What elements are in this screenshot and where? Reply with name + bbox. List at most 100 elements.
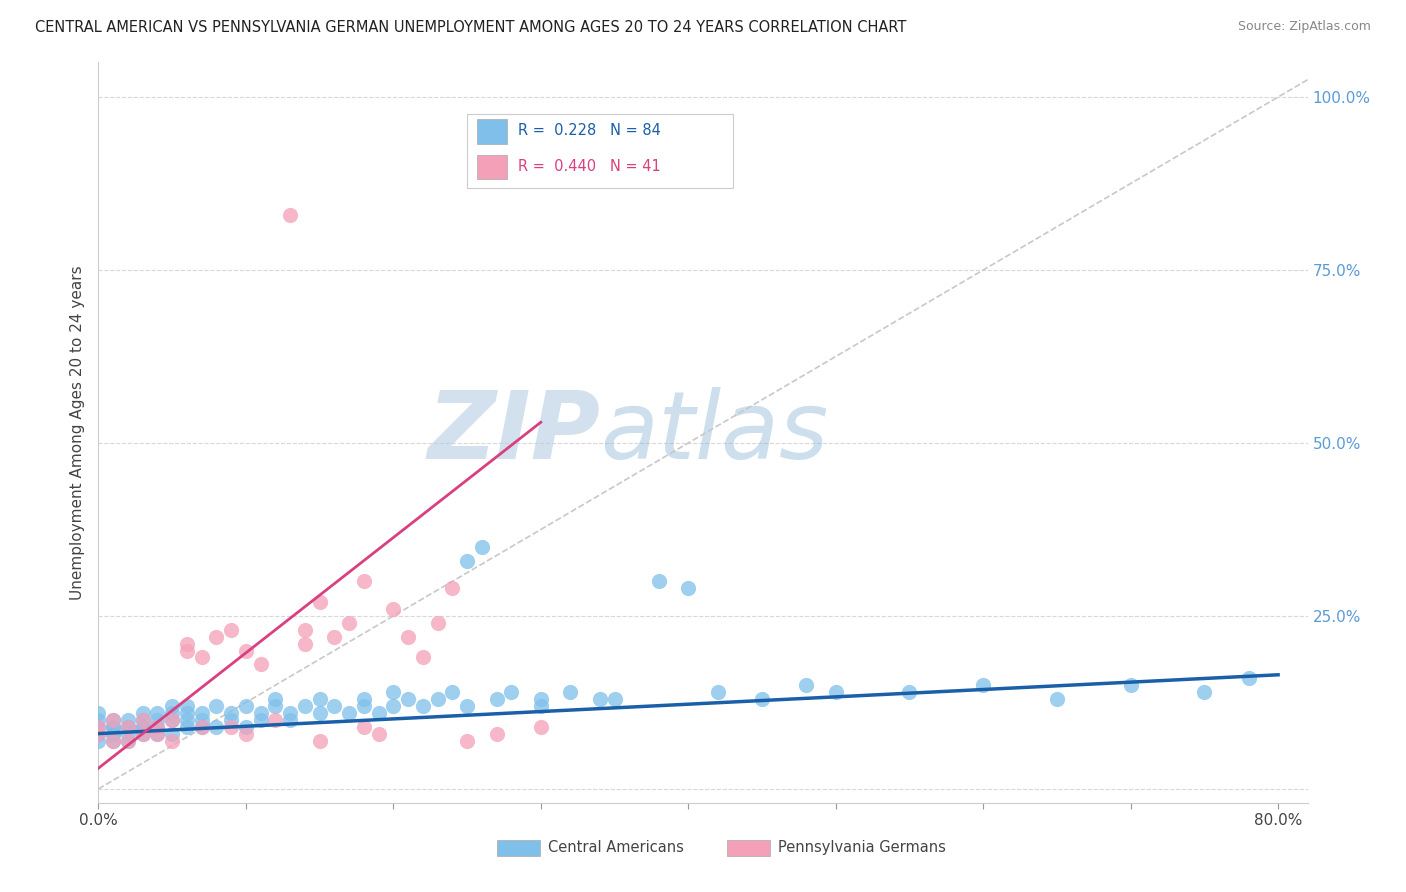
Point bbox=[219, 720, 242, 734]
Point bbox=[308, 706, 330, 720]
Point bbox=[176, 698, 198, 713]
Point bbox=[264, 698, 287, 713]
Point bbox=[530, 692, 553, 706]
Text: atlas: atlas bbox=[600, 387, 828, 478]
Text: Source: ZipAtlas.com: Source: ZipAtlas.com bbox=[1237, 20, 1371, 33]
Point bbox=[249, 706, 271, 720]
Point bbox=[235, 698, 257, 713]
FancyBboxPatch shape bbox=[477, 120, 508, 144]
Point bbox=[456, 733, 478, 747]
FancyBboxPatch shape bbox=[727, 840, 769, 856]
Point bbox=[678, 582, 700, 596]
Point bbox=[648, 574, 671, 589]
Point bbox=[1119, 678, 1142, 692]
Point bbox=[501, 685, 523, 699]
Text: CENTRAL AMERICAN VS PENNSYLVANIA GERMAN UNEMPLOYMENT AMONG AGES 20 TO 24 YEARS C: CENTRAL AMERICAN VS PENNSYLVANIA GERMAN … bbox=[35, 20, 907, 35]
Point bbox=[1194, 685, 1216, 699]
Point bbox=[898, 685, 921, 699]
Point bbox=[205, 720, 228, 734]
Point bbox=[353, 574, 375, 589]
Point bbox=[278, 208, 301, 222]
Point bbox=[278, 713, 301, 727]
Point bbox=[131, 726, 153, 740]
Point bbox=[131, 713, 153, 727]
Point bbox=[101, 733, 124, 747]
Point bbox=[382, 602, 405, 616]
Point bbox=[603, 692, 626, 706]
Point bbox=[160, 713, 183, 727]
Point bbox=[264, 713, 287, 727]
Point bbox=[101, 726, 124, 740]
Point bbox=[589, 692, 612, 706]
Point bbox=[205, 698, 228, 713]
Point bbox=[87, 720, 110, 734]
Point bbox=[101, 720, 124, 734]
Point bbox=[337, 706, 360, 720]
FancyBboxPatch shape bbox=[498, 840, 540, 856]
Point bbox=[323, 698, 346, 713]
Point bbox=[87, 706, 110, 720]
Point bbox=[146, 726, 169, 740]
Point bbox=[396, 692, 419, 706]
Point bbox=[367, 726, 389, 740]
Point bbox=[972, 678, 994, 692]
Point bbox=[1046, 692, 1069, 706]
Point bbox=[441, 685, 464, 699]
Point bbox=[146, 726, 169, 740]
Point bbox=[308, 595, 330, 609]
Point bbox=[294, 698, 316, 713]
Point bbox=[412, 650, 434, 665]
Point bbox=[426, 692, 449, 706]
Point bbox=[160, 726, 183, 740]
Point bbox=[146, 720, 169, 734]
Point bbox=[485, 726, 508, 740]
Point bbox=[117, 720, 139, 734]
Point bbox=[101, 720, 124, 734]
Point bbox=[190, 650, 212, 665]
Text: Pennsylvania Germans: Pennsylvania Germans bbox=[778, 839, 946, 855]
Point bbox=[235, 720, 257, 734]
Point bbox=[278, 706, 301, 720]
Text: ZIP: ZIP bbox=[427, 386, 600, 479]
Point bbox=[87, 713, 110, 727]
Point bbox=[264, 692, 287, 706]
Point bbox=[176, 643, 198, 657]
Point bbox=[190, 720, 212, 734]
Point bbox=[101, 713, 124, 727]
Point bbox=[751, 692, 773, 706]
Point bbox=[131, 706, 153, 720]
Point bbox=[456, 698, 478, 713]
Point bbox=[560, 685, 582, 699]
Point bbox=[1237, 671, 1260, 685]
Point bbox=[146, 720, 169, 734]
Point bbox=[176, 637, 198, 651]
Point bbox=[117, 720, 139, 734]
Point bbox=[146, 713, 169, 727]
Point bbox=[160, 713, 183, 727]
Point bbox=[160, 698, 183, 713]
Point bbox=[176, 706, 198, 720]
Point bbox=[235, 643, 257, 657]
Point bbox=[249, 713, 271, 727]
Point bbox=[131, 713, 153, 727]
Point bbox=[353, 698, 375, 713]
Point bbox=[323, 630, 346, 644]
Point bbox=[485, 692, 508, 706]
Point bbox=[471, 540, 494, 554]
Point bbox=[176, 713, 198, 727]
Point bbox=[117, 720, 139, 734]
Point bbox=[412, 698, 434, 713]
Point bbox=[117, 713, 139, 727]
FancyBboxPatch shape bbox=[477, 155, 508, 179]
Point bbox=[219, 713, 242, 727]
Point bbox=[131, 720, 153, 734]
Point bbox=[337, 615, 360, 630]
Point bbox=[131, 720, 153, 734]
Point bbox=[219, 706, 242, 720]
Point bbox=[530, 720, 553, 734]
Y-axis label: Unemployment Among Ages 20 to 24 years: Unemployment Among Ages 20 to 24 years bbox=[69, 265, 84, 600]
Point bbox=[308, 733, 330, 747]
Point bbox=[219, 623, 242, 637]
Point bbox=[160, 706, 183, 720]
Point bbox=[160, 733, 183, 747]
